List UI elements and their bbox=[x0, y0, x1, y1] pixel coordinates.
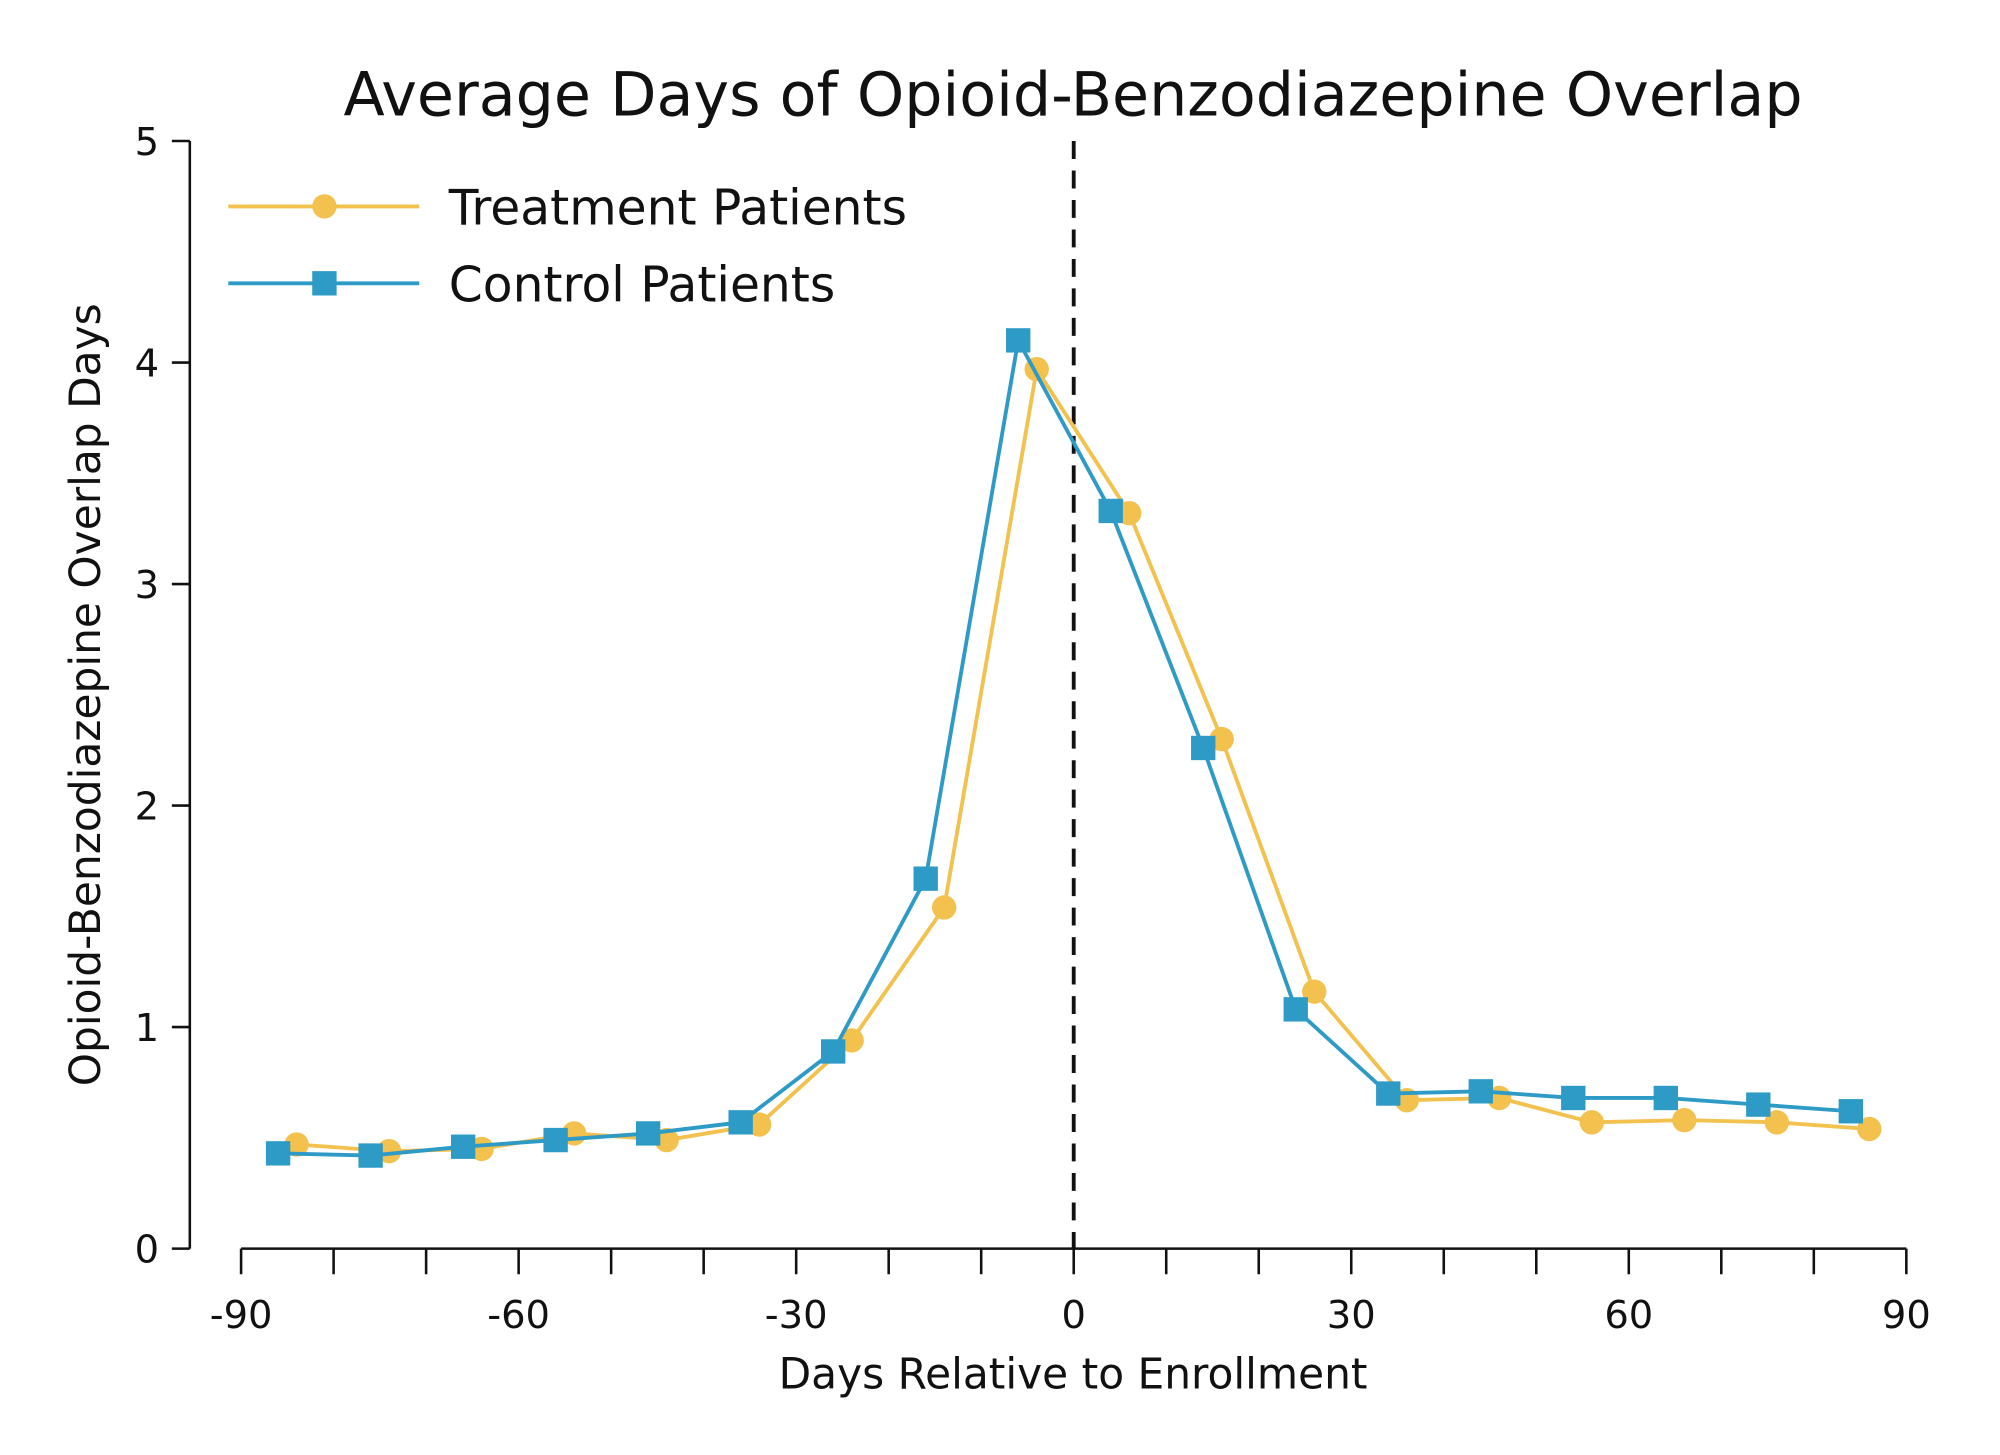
series-treatment bbox=[284, 356, 1882, 1164]
data-point bbox=[820, 1039, 846, 1064]
legend: Treatment Patients Control Patients bbox=[228, 180, 907, 313]
x-tick-label: 60 bbox=[1604, 1293, 1653, 1338]
data-point bbox=[654, 1127, 679, 1153]
data-point bbox=[728, 1110, 753, 1135]
data-point bbox=[1191, 735, 1216, 761]
y-tick-label: 1 bbox=[135, 1006, 159, 1051]
legend-marker-circle bbox=[312, 194, 337, 219]
series-line bbox=[296, 363, 1870, 1154]
data-point bbox=[1764, 1110, 1789, 1135]
x-axis-title: Days Relative to Enrollment bbox=[779, 1349, 1368, 1398]
data-point bbox=[1098, 498, 1123, 524]
legend-label: Treatment Patients bbox=[448, 180, 907, 236]
data-point bbox=[1746, 1092, 1771, 1117]
legend-marker-square bbox=[312, 271, 337, 296]
data-point bbox=[1468, 1079, 1493, 1104]
data-point bbox=[1283, 997, 1308, 1022]
data-point bbox=[469, 1136, 494, 1162]
x-tick-label: -30 bbox=[765, 1293, 828, 1338]
data-point bbox=[1838, 1099, 1864, 1124]
legend-item: Control Patients bbox=[228, 257, 835, 313]
y-tick-label: 0 bbox=[135, 1228, 159, 1273]
x-tick-label: -60 bbox=[487, 1293, 550, 1338]
axes: 0 1 2 3 4 5 -90 -60 -30 0 30 60 90 bbox=[135, 120, 1931, 1338]
series-line bbox=[278, 334, 1851, 1158]
data-point bbox=[1006, 328, 1031, 353]
data-point bbox=[1653, 1085, 1678, 1111]
y-tick-label: 4 bbox=[135, 342, 159, 387]
data-point bbox=[1857, 1116, 1882, 1142]
data-point bbox=[284, 1132, 309, 1157]
x-tick-label: -90 bbox=[210, 1293, 273, 1338]
data-point bbox=[1672, 1107, 1697, 1133]
data-point bbox=[1209, 726, 1234, 752]
y-axis-title: Opioid-Benzodiazepine Overlap Days bbox=[61, 303, 110, 1086]
data-point bbox=[358, 1143, 383, 1168]
data-point bbox=[839, 1028, 864, 1053]
legend-label: Control Patients bbox=[449, 257, 836, 313]
data-point bbox=[746, 1112, 772, 1137]
series-control bbox=[265, 328, 1864, 1168]
series-marks bbox=[265, 328, 1882, 1168]
data-point bbox=[376, 1138, 402, 1164]
data-point bbox=[265, 1141, 291, 1166]
data-point bbox=[932, 895, 957, 920]
y-tick-label: 5 bbox=[135, 120, 159, 165]
data-point bbox=[1302, 979, 1327, 1004]
x-tick-label: 0 bbox=[1061, 1293, 1085, 1338]
legend-item: Treatment Patients bbox=[228, 180, 907, 236]
data-point bbox=[1117, 500, 1142, 526]
chart-title: Average Days of Opioid-Benzodiazepine Ov… bbox=[344, 60, 1803, 130]
data-point bbox=[1579, 1110, 1604, 1135]
data-point bbox=[635, 1121, 661, 1146]
x-tick-label: 30 bbox=[1327, 1293, 1376, 1338]
y-tick-label: 2 bbox=[135, 785, 159, 830]
y-tick-label: 3 bbox=[135, 563, 159, 608]
data-point bbox=[543, 1127, 568, 1153]
data-point bbox=[913, 866, 938, 891]
data-point bbox=[450, 1134, 476, 1159]
x-tick-label: 90 bbox=[1882, 1293, 1931, 1338]
data-point bbox=[1561, 1085, 1586, 1111]
data-point bbox=[1376, 1081, 1401, 1106]
